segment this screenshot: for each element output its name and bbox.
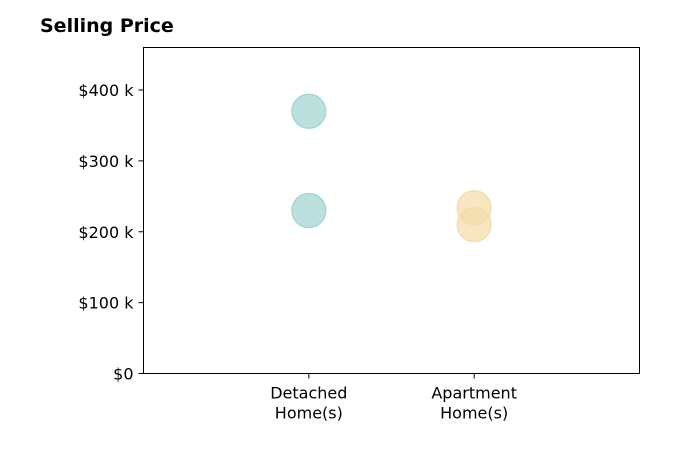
y-tick-label: $200 k (78, 223, 134, 242)
data-points (291, 93, 492, 243)
data-point (291, 192, 327, 229)
chart-title: Selling Price (40, 15, 174, 37)
y-tick-label: $300 k (78, 152, 134, 171)
y-tick-label: $100 k (78, 294, 134, 313)
y-tick-label: $0 (113, 365, 133, 384)
x-tick-label: Detached (270, 384, 347, 403)
x-tick-label: Home(s) (275, 404, 343, 423)
plot-frame (143, 47, 640, 374)
data-point (456, 207, 492, 243)
x-tick-label: Apartment (431, 384, 517, 403)
y-tick-label: $400 k (78, 81, 134, 100)
y-axis: $0 $100 k $200 k $300 k $400 k (78, 81, 144, 384)
x-tick-label: Home(s) (440, 404, 508, 423)
data-point (291, 93, 327, 129)
